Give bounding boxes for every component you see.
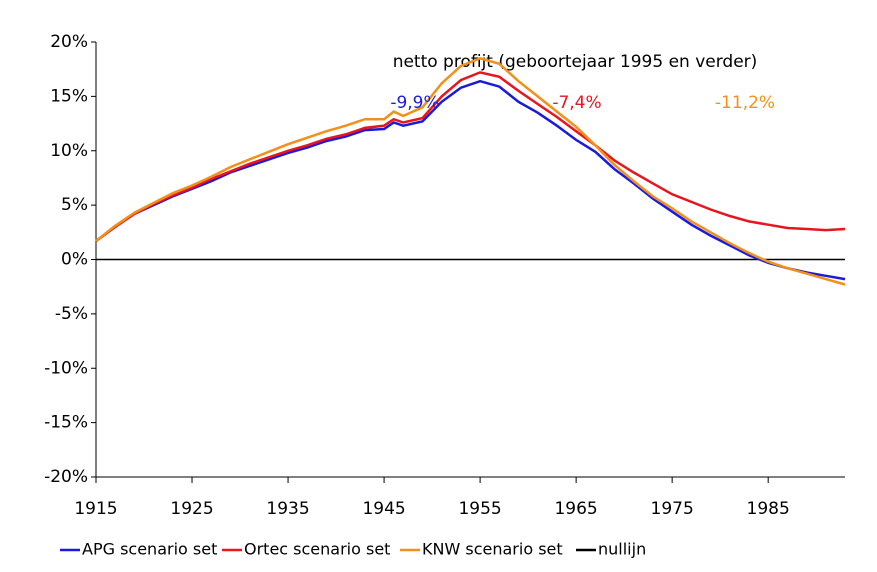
y-tick-label: 10%	[50, 141, 88, 161]
x-tick-label: 1965	[554, 499, 597, 519]
chart-title: netto profijt (geboortejaar 1995 en verd…	[393, 52, 758, 72]
annotation: -7,4%	[552, 93, 601, 113]
x-tick-label: 1955	[458, 499, 501, 519]
annotation: -9,9%	[390, 93, 439, 113]
y-tick-label: -5%	[55, 304, 88, 324]
y-tick-label: 15%	[50, 86, 88, 106]
y-tick-label: -20%	[44, 467, 88, 487]
series-line	[95, 71, 846, 243]
x-tick-label: 1935	[266, 499, 309, 519]
x-tick-label: 1975	[651, 499, 694, 519]
y-tick-label: -10%	[44, 358, 88, 378]
legend-label: Ortec scenario set	[244, 540, 390, 559]
y-tick-label: 0%	[61, 250, 88, 270]
y-tick-label: -15%	[44, 413, 88, 433]
annotation: -11,2%	[715, 93, 775, 113]
x-tick-label: 1985	[747, 499, 790, 519]
y-tick-label: 5%	[61, 195, 88, 215]
x-tick-label: 1945	[362, 499, 405, 519]
x-tick-label: 1925	[170, 499, 213, 519]
x-tick-label: 1915	[74, 499, 117, 519]
legend-label: APG scenario set	[82, 540, 217, 559]
legend-label: nullijn	[598, 540, 646, 559]
series-line	[95, 56, 846, 286]
legend-label: KNW scenario set	[422, 540, 563, 559]
y-tick-label: 20%	[50, 32, 88, 52]
series-line	[95, 79, 846, 281]
